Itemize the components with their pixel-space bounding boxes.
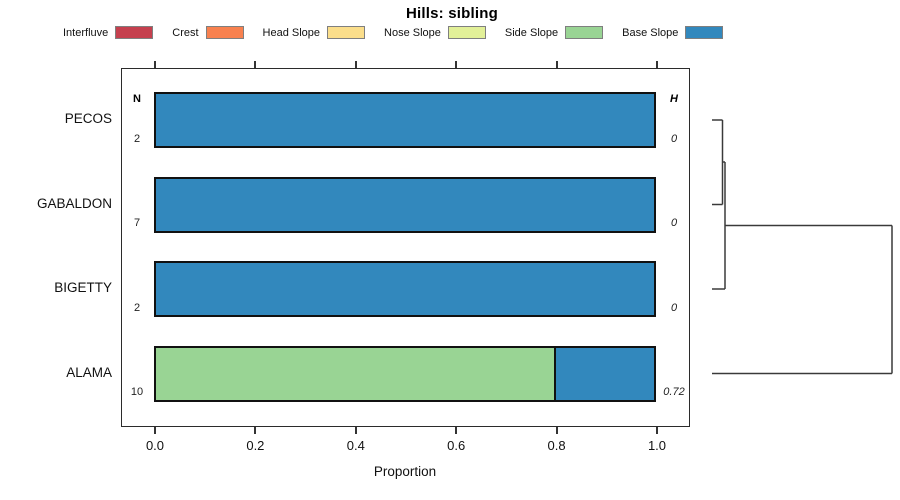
legend-item-base-slope: Base Slope: [622, 26, 724, 39]
x-axis-label: Proportion: [373, 464, 437, 479]
x-tick-label: 0.8: [547, 438, 566, 453]
legend: Interfluve Crest Head Slope Nose Slope Side …: [63, 26, 724, 39]
axis-tick-bottom: [154, 427, 156, 434]
legend-swatch-icon: [115, 26, 154, 39]
x-tick-label: 0.6: [447, 438, 466, 453]
h-value: 0: [670, 132, 678, 145]
axis-tick-top: [154, 61, 156, 68]
legend-swatch-icon: [447, 26, 486, 39]
legend-item-side-slope: Side Slope: [504, 26, 604, 39]
axis-tick-top: [656, 61, 658, 68]
bar-segment-side-slope: [156, 347, 555, 400]
legend-swatch-icon: [327, 26, 366, 39]
bar-segment-base-slope: [156, 94, 654, 146]
axis-tick-top: [455, 61, 458, 68]
bar-segment-base-slope: [156, 263, 654, 315]
legend-label: Crest: [172, 26, 199, 39]
category-label-bigetty: BIGETTY: [54, 280, 112, 295]
legend-item-nose-slope: Nose Slope: [384, 26, 486, 39]
legend-swatch-icon: [565, 26, 604, 39]
bar-bigetty: [154, 261, 656, 317]
bar-segment-base-slope: [156, 178, 654, 231]
legend-label: Base Slope: [622, 26, 679, 39]
n-value: 10: [130, 386, 144, 398]
axis-tick-bottom: [354, 427, 357, 434]
axis-tick-bottom: [254, 427, 257, 434]
chart-title: Hills: sibling: [406, 5, 498, 22]
n-value: 2: [133, 301, 141, 314]
h-value: 0.72: [663, 386, 685, 398]
legend-swatch-icon: [685, 26, 724, 39]
bar-segment-base-slope: [554, 347, 654, 400]
axis-tick-bottom: [555, 427, 558, 434]
bar-alama: [154, 345, 656, 402]
x-tick-label: 1.0: [647, 438, 667, 453]
legend-item-interfluve: Interfluve: [63, 26, 154, 39]
category-label-alama: ALAMA: [66, 364, 112, 380]
x-tick-label: 0.2: [246, 438, 265, 453]
legend-label: Nose Slope: [384, 26, 441, 39]
x-tick-label: 0.0: [145, 438, 165, 453]
axis-tick-bottom: [455, 427, 458, 434]
plot-area: [121, 68, 690, 427]
axis-tick-top: [555, 61, 558, 68]
n-value: 2: [133, 132, 141, 145]
category-label-pecos: PECOS: [64, 111, 112, 126]
n-value: 7: [133, 217, 141, 229]
bar-pecos: [154, 92, 656, 148]
legend-label: Interfluve: [63, 26, 109, 39]
axis-tick-bottom: [656, 427, 658, 434]
axis-tick-top: [354, 61, 357, 68]
legend-label: Head Slope: [262, 26, 321, 39]
x-tick-label: 0.4: [346, 438, 365, 453]
legend-label: Side Slope: [504, 26, 559, 39]
h-column-header: H: [670, 93, 678, 105]
legend-item-head-slope: Head Slope: [263, 26, 366, 39]
legend-swatch-icon: [205, 26, 244, 39]
category-label-gabaldon: GABALDON: [36, 195, 112, 211]
h-value: 0: [670, 301, 678, 314]
bar-gabaldon: [154, 176, 656, 233]
n-column-header: N: [133, 93, 141, 105]
h-value: 0: [670, 217, 678, 229]
legend-item-crest: Crest: [172, 26, 244, 39]
axis-tick-top: [254, 61, 257, 68]
